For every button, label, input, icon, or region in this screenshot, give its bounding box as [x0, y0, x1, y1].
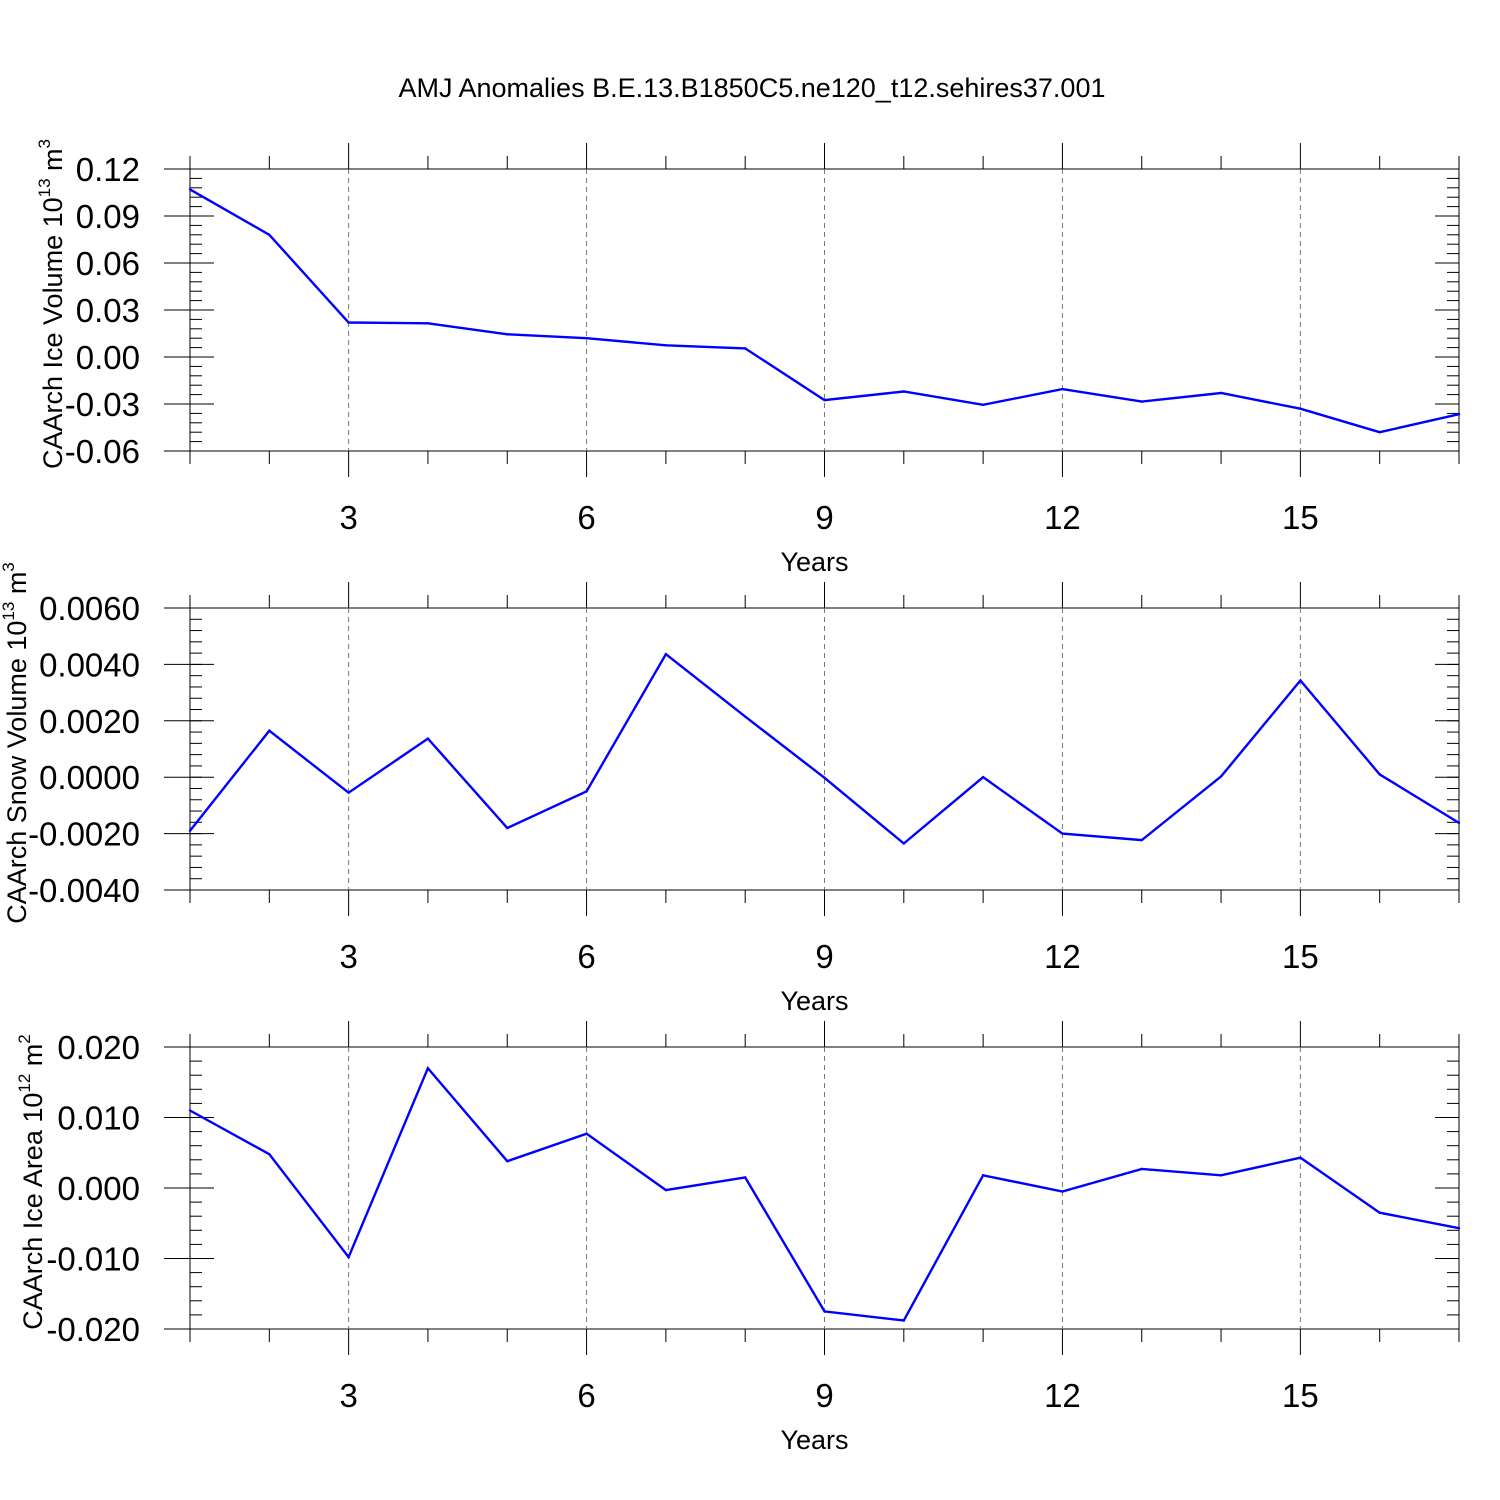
y-tick-label: -0.0020	[28, 816, 140, 853]
y-tick-label: 0.0040	[39, 646, 140, 683]
y-tick-label: 0.00	[76, 339, 140, 376]
data-point	[1378, 1211, 1381, 1214]
plot-frame	[189, 607, 1460, 891]
data-point	[743, 715, 747, 718]
plot-frame	[189, 168, 1460, 452]
data-point	[902, 1319, 906, 1322]
data-point	[347, 791, 350, 794]
data-point	[981, 776, 985, 779]
y-tick-label: 0.0060	[39, 590, 140, 627]
data-point	[426, 1066, 430, 1070]
y-tick-label: 0.000	[57, 1170, 140, 1207]
y-tick-label: 0.06	[76, 245, 140, 282]
data-point	[1219, 391, 1223, 395]
data-point	[902, 842, 906, 845]
panel-3: 3 6 9 12 15 0.020 0.010 0.000 -0.010 -0.020 Years C…	[15, 1021, 1461, 1455]
x-tick-label: 15	[1282, 1377, 1319, 1414]
data-point	[1299, 679, 1302, 682]
x-tick-label: 9	[815, 938, 833, 975]
data-point	[506, 826, 509, 830]
data-point	[1457, 821, 1461, 825]
x-tick-label: 3	[339, 938, 357, 975]
y-axis-title: CAArch Snow Volume 1013 m3	[0, 562, 32, 924]
y-tick-label: 0.03	[76, 292, 140, 329]
y-tick-label: 0.020	[57, 1029, 140, 1066]
data-point	[585, 1132, 588, 1135]
data-point	[1140, 1167, 1143, 1171]
data-point	[664, 653, 668, 656]
x-tick-label: 15	[1282, 938, 1319, 975]
figure-title: AMJ Anomalies B.E.13.B1850C5.ne120_t12.s…	[399, 73, 1106, 103]
y-tick-label: 0.12	[76, 151, 140, 188]
x-tick-label: 6	[577, 938, 595, 975]
data-point	[664, 344, 668, 347]
data-point	[823, 776, 826, 779]
panel-1: 3 6 9 12 15 0.12 0.09 0.06 0.03 0.00 -0.03 -0.06 Yea…	[35, 139, 1461, 577]
y-tick-label: -0.010	[46, 1241, 140, 1278]
x-tick-label: 12	[1044, 499, 1081, 536]
x-axis-title: Years	[780, 1425, 848, 1455]
data-point	[347, 1255, 350, 1259]
data-point	[743, 347, 747, 350]
data-point	[1299, 1156, 1302, 1159]
data-point	[1219, 775, 1223, 778]
data-point	[823, 398, 826, 402]
data-point	[268, 1152, 271, 1156]
y-tick-label: 0.09	[76, 198, 140, 235]
y-tick-label: -0.020	[46, 1311, 140, 1348]
y-tick-label: -0.06	[65, 433, 140, 470]
panel-2: 3 6 9 12 15 0.0060 0.0040 0.0020 0.0000 -0.0020 -0…	[0, 562, 1461, 1016]
data-point	[188, 1109, 192, 1112]
data-point	[743, 1176, 747, 1179]
data-point	[585, 337, 588, 340]
x-tick-label: 9	[815, 499, 833, 536]
data-point	[981, 403, 985, 406]
x-tick-label: 12	[1044, 1377, 1081, 1414]
data-point	[1378, 773, 1381, 776]
y-axis-title: CAArch Ice Area 1012 m2	[15, 1034, 48, 1330]
data-point	[1457, 1226, 1461, 1230]
x-tick-label: 12	[1044, 938, 1081, 975]
data-point	[188, 829, 192, 832]
x-tick-label: 3	[339, 499, 357, 536]
y-tick-label: 0.010	[57, 1100, 140, 1137]
y-tick-label: -0.03	[65, 386, 140, 423]
data-point	[981, 1174, 985, 1177]
x-axis-title: Years	[780, 986, 848, 1016]
data-point	[1061, 832, 1064, 835]
data-point	[506, 333, 509, 336]
x-tick-label: 6	[577, 499, 595, 536]
y-axis-title: CAArch Ice Volume 1013 m3	[35, 139, 68, 469]
data-point	[188, 188, 192, 191]
data-point	[1219, 1174, 1223, 1177]
x-tick-label: 15	[1282, 499, 1319, 536]
x-tick-label: 6	[577, 1377, 595, 1414]
data-point	[585, 790, 588, 793]
y-tick-label: 0.0000	[39, 759, 140, 796]
data-point	[664, 1188, 668, 1192]
data-point	[823, 1310, 826, 1313]
data-point	[1140, 400, 1143, 403]
y-tick-label: 0.0020	[39, 703, 140, 740]
data-point	[1457, 412, 1461, 416]
data-point	[1061, 387, 1064, 391]
data-point	[1061, 1190, 1064, 1193]
data-point	[268, 233, 271, 236]
data-point	[1299, 407, 1302, 410]
data-point	[426, 737, 430, 740]
data-point	[902, 390, 906, 393]
x-tick-label: 9	[815, 1377, 833, 1414]
data-point	[268, 729, 271, 732]
data-point	[506, 1160, 509, 1163]
data-point	[1378, 431, 1381, 434]
x-tick-label: 3	[339, 1377, 357, 1414]
plot-frame	[189, 1046, 1460, 1330]
data-point	[347, 321, 350, 324]
x-axis-title: Years	[780, 547, 848, 577]
data-point	[1140, 838, 1143, 842]
data-point	[426, 322, 430, 325]
y-tick-label: -0.0040	[28, 872, 140, 909]
